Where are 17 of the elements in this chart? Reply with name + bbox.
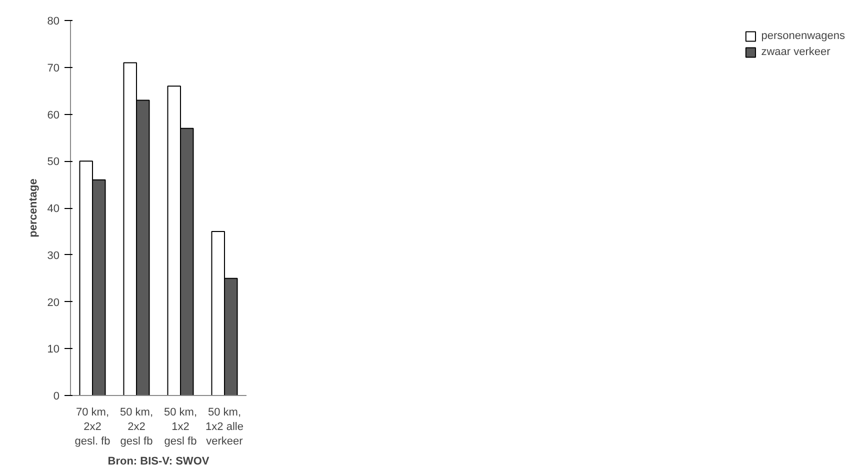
x-tick-label: 70 km, 2x2 gesl. fb <box>74 406 110 448</box>
y-tick-label: 70 <box>47 62 60 74</box>
y-axis-title: percentage <box>27 178 40 238</box>
legend-label: zwaar verkeer <box>761 46 830 58</box>
y-tick-label: 80 <box>47 16 60 28</box>
y-tick-label: 60 <box>47 109 60 122</box>
x-tick-label: 50 km, 1x2 gesl fb <box>164 406 198 448</box>
legend-label: personenwagens <box>761 30 845 42</box>
y-tick-label: 50 <box>47 156 60 168</box>
y-tick-label: 20 <box>47 296 60 309</box>
y-tick-label: 40 <box>47 203 60 215</box>
x-tick-label: 50 km, 1x2 alle verkeer <box>206 406 244 448</box>
y-tick-label: 10 <box>47 344 60 356</box>
y-tick-label: 30 <box>47 250 60 262</box>
x-axis-title: Bron: BIS-V: SWOV <box>108 455 210 468</box>
x-tick-label: 50 km, 2x2 gesl fb <box>120 406 154 448</box>
y-tick-label: 0 <box>53 390 60 402</box>
